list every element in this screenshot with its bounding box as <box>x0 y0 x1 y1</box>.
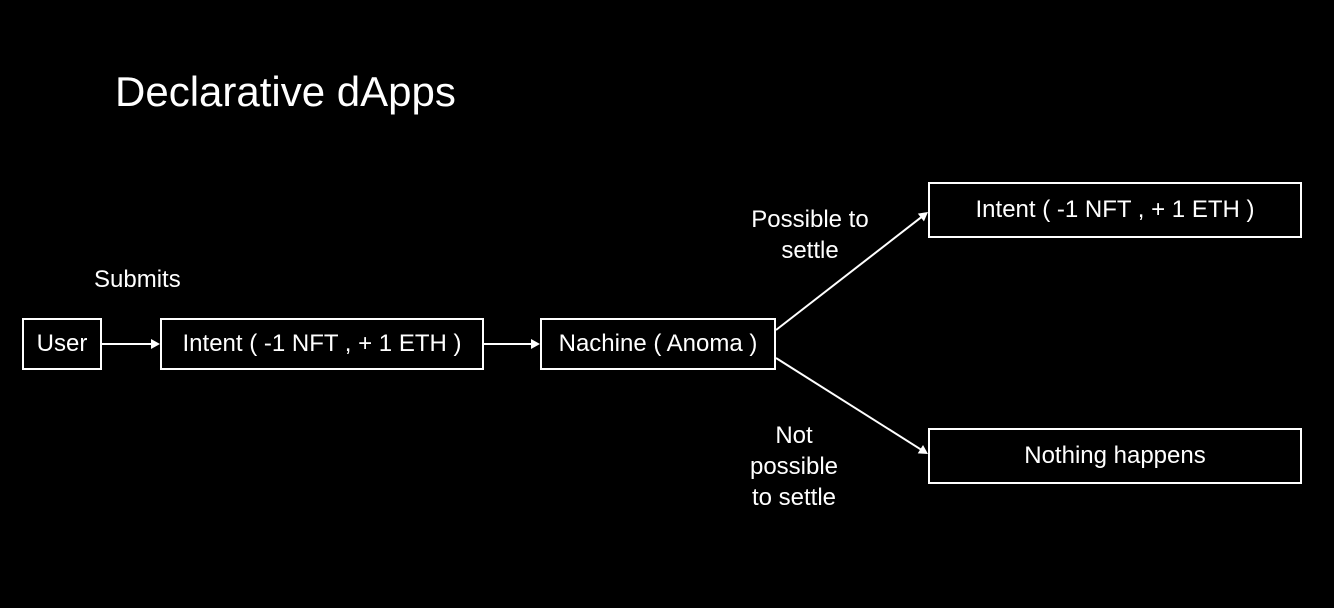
page-title: Declarative dApps <box>115 68 456 116</box>
node-nothing-label: Nothing happens <box>1024 442 1205 470</box>
node-user-label: User <box>37 330 88 358</box>
label-submits: Submits <box>94 264 181 295</box>
node-intent1-label: Intent ( -1 NFT , + 1 ETH ) <box>183 330 462 358</box>
node-intent2: Intent ( -1 NFT , + 1 ETH ) <box>928 182 1302 238</box>
label-possible: Possible tosettle <box>730 204 890 266</box>
node-nachine-label: Nachine ( Anoma ) <box>559 330 758 358</box>
node-intent1: Intent ( -1 NFT , + 1 ETH ) <box>160 318 484 370</box>
node-intent2-label: Intent ( -1 NFT , + 1 ETH ) <box>976 196 1255 224</box>
node-nachine: Nachine ( Anoma ) <box>540 318 776 370</box>
label-notpossible: Notpossibleto settle <box>744 420 844 514</box>
node-nothing: Nothing happens <box>928 428 1302 484</box>
node-user: User <box>22 318 102 370</box>
